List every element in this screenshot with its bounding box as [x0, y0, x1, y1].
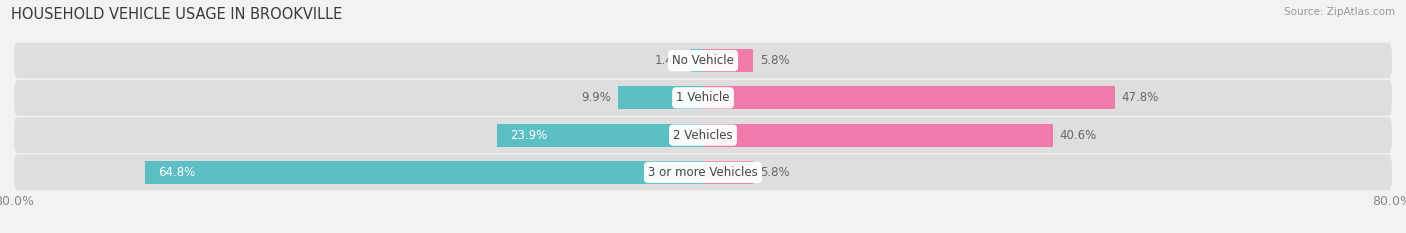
Text: 3 or more Vehicles: 3 or more Vehicles	[648, 166, 758, 179]
Bar	[690, 49, 703, 72]
Text: 40.6%: 40.6%	[1060, 129, 1097, 142]
Bar	[145, 161, 703, 184]
Text: 5.8%: 5.8%	[759, 166, 789, 179]
FancyBboxPatch shape	[14, 43, 1392, 79]
Text: HOUSEHOLD VEHICLE USAGE IN BROOKVILLE: HOUSEHOLD VEHICLE USAGE IN BROOKVILLE	[11, 7, 343, 22]
FancyBboxPatch shape	[14, 80, 1392, 116]
Bar	[703, 86, 1115, 110]
FancyBboxPatch shape	[14, 154, 1392, 190]
Bar	[703, 123, 1053, 147]
Text: No Vehicle: No Vehicle	[672, 54, 734, 67]
Text: Source: ZipAtlas.com: Source: ZipAtlas.com	[1284, 7, 1395, 17]
Text: 5.8%: 5.8%	[759, 54, 789, 67]
Text: 64.8%: 64.8%	[157, 166, 195, 179]
Text: 2 Vehicles: 2 Vehicles	[673, 129, 733, 142]
FancyBboxPatch shape	[14, 117, 1392, 153]
Bar	[498, 123, 703, 147]
Text: 1.4%: 1.4%	[654, 54, 685, 67]
Bar	[703, 161, 754, 184]
Text: 1 Vehicle: 1 Vehicle	[676, 91, 730, 104]
Text: 47.8%: 47.8%	[1122, 91, 1159, 104]
Text: 9.9%: 9.9%	[581, 91, 610, 104]
Bar	[617, 86, 703, 110]
Text: 23.9%: 23.9%	[510, 129, 547, 142]
Bar	[703, 49, 754, 72]
